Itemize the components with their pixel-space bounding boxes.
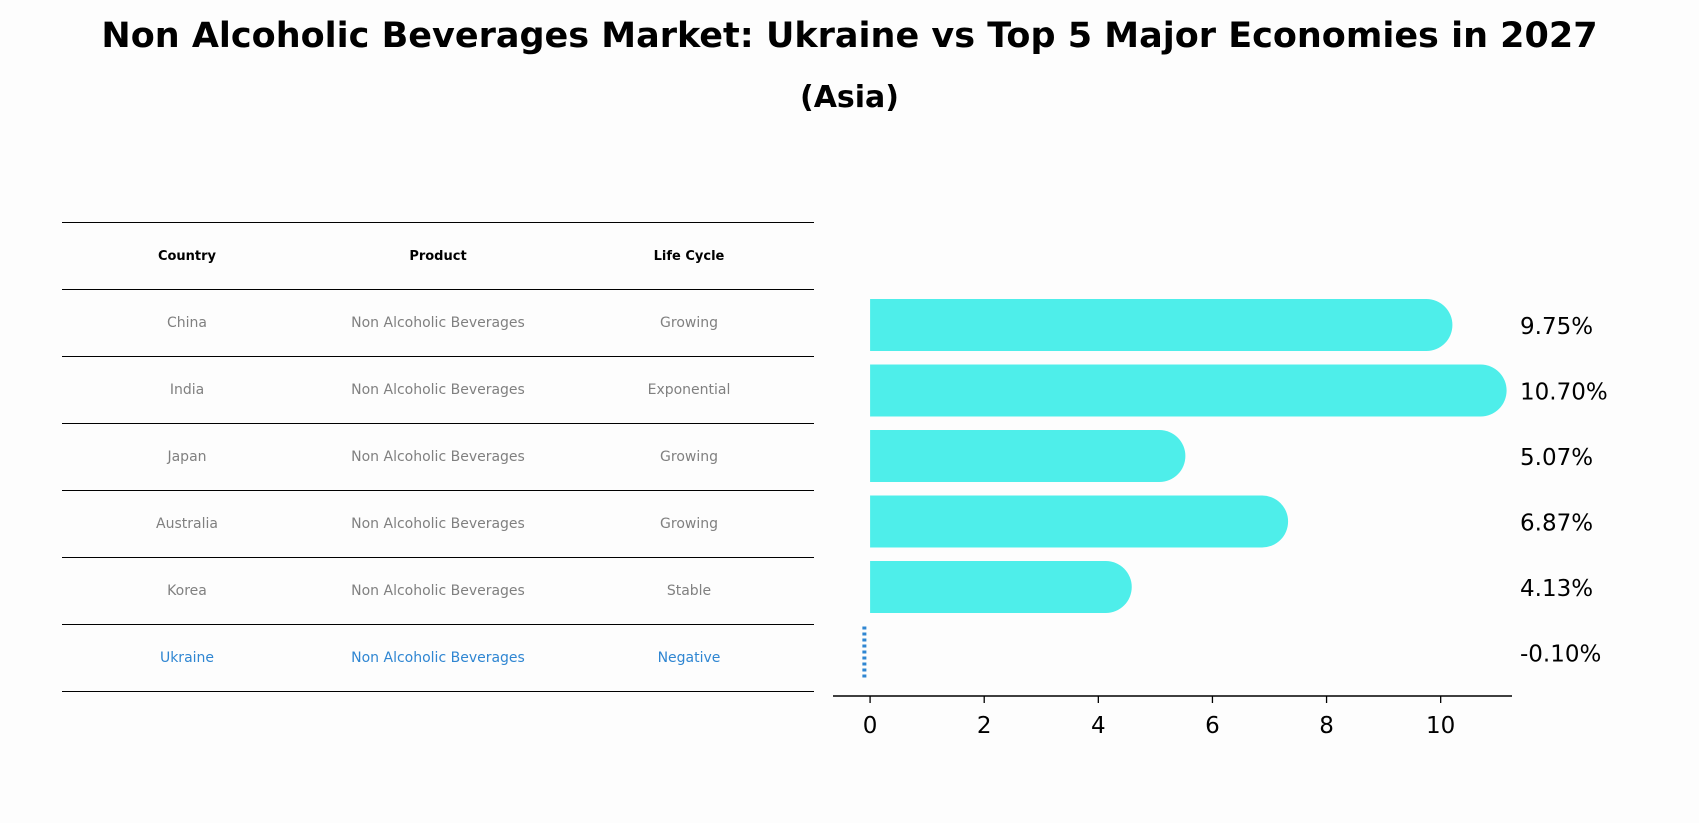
x-tick-label: 0	[863, 713, 878, 739]
table-row: Japan Non Alcoholic Beverages Growing	[62, 423, 814, 491]
table-row: China Non Alcoholic Beverages Growing	[62, 289, 814, 357]
cell-country: Japan	[62, 423, 312, 491]
x-tick-label: 10	[1426, 713, 1455, 739]
value-label: 4.13%	[1520, 576, 1593, 602]
cell-product: Non Alcoholic Beverages	[312, 356, 564, 424]
value-label: -0.10%	[1520, 642, 1601, 668]
cell-country: India	[62, 356, 312, 424]
cell-life-cycle: Negative	[564, 624, 814, 692]
x-tick-label: 6	[1205, 713, 1220, 739]
header-life-cycle: Life Cycle	[564, 222, 814, 290]
table-row-highlight: Ukraine Non Alcoholic Beverages Negative	[62, 624, 814, 692]
header-product: Product	[312, 222, 564, 290]
value-label: 10.70%	[1520, 380, 1608, 406]
cell-product: Non Alcoholic Beverages	[312, 423, 564, 491]
value-label: 6.87%	[1520, 511, 1593, 537]
table-row: Australia Non Alcoholic Beverages Growin…	[62, 490, 814, 558]
x-tick-label: 2	[977, 713, 992, 739]
bar-australia	[870, 495, 1289, 548]
cell-life-cycle: Stable	[564, 557, 814, 625]
table-row: Korea Non Alcoholic Beverages Stable	[62, 557, 814, 625]
cell-life-cycle: Exponential	[564, 356, 814, 424]
cell-product: Non Alcoholic Beverages	[312, 624, 564, 692]
bar-china	[870, 299, 1453, 351]
bar-india	[870, 364, 1507, 417]
cell-product: Non Alcoholic Beverages	[312, 490, 564, 558]
x-tick-label: 4	[1091, 713, 1106, 739]
cell-life-cycle: Growing	[564, 423, 814, 491]
cell-country: Ukraine	[62, 624, 312, 692]
chart-title: Non Alcoholic Beverages Market: Ukraine …	[101, 16, 1598, 56]
x-tick-label: 8	[1319, 713, 1334, 739]
cell-product: Non Alcoholic Beverages	[312, 557, 564, 625]
country-table: Country Product Life Cycle China Non Alc…	[62, 222, 814, 692]
bar-chart: 9.75% 10.70% 5.07% 6.87% 4.13% -0.10% 0 2 4 6 8 10	[833, 299, 1608, 739]
cell-country: China	[62, 289, 312, 357]
header-country: Country	[62, 222, 312, 290]
value-label: 5.07%	[1520, 445, 1593, 471]
table-header-row: Country Product Life Cycle	[62, 222, 814, 290]
cell-life-cycle: Growing	[564, 490, 814, 558]
table-row: India Non Alcoholic Beverages Exponentia…	[62, 356, 814, 424]
cell-life-cycle: Growing	[564, 289, 814, 357]
chart-subtitle: (Asia)	[799, 80, 900, 115]
cell-country: Australia	[62, 490, 312, 558]
cell-country: Korea	[62, 557, 312, 625]
cell-product: Non Alcoholic Beverages	[312, 289, 564, 357]
value-label: 9.75%	[1520, 314, 1593, 340]
bar-korea	[870, 561, 1132, 613]
bar-japan	[870, 430, 1186, 482]
